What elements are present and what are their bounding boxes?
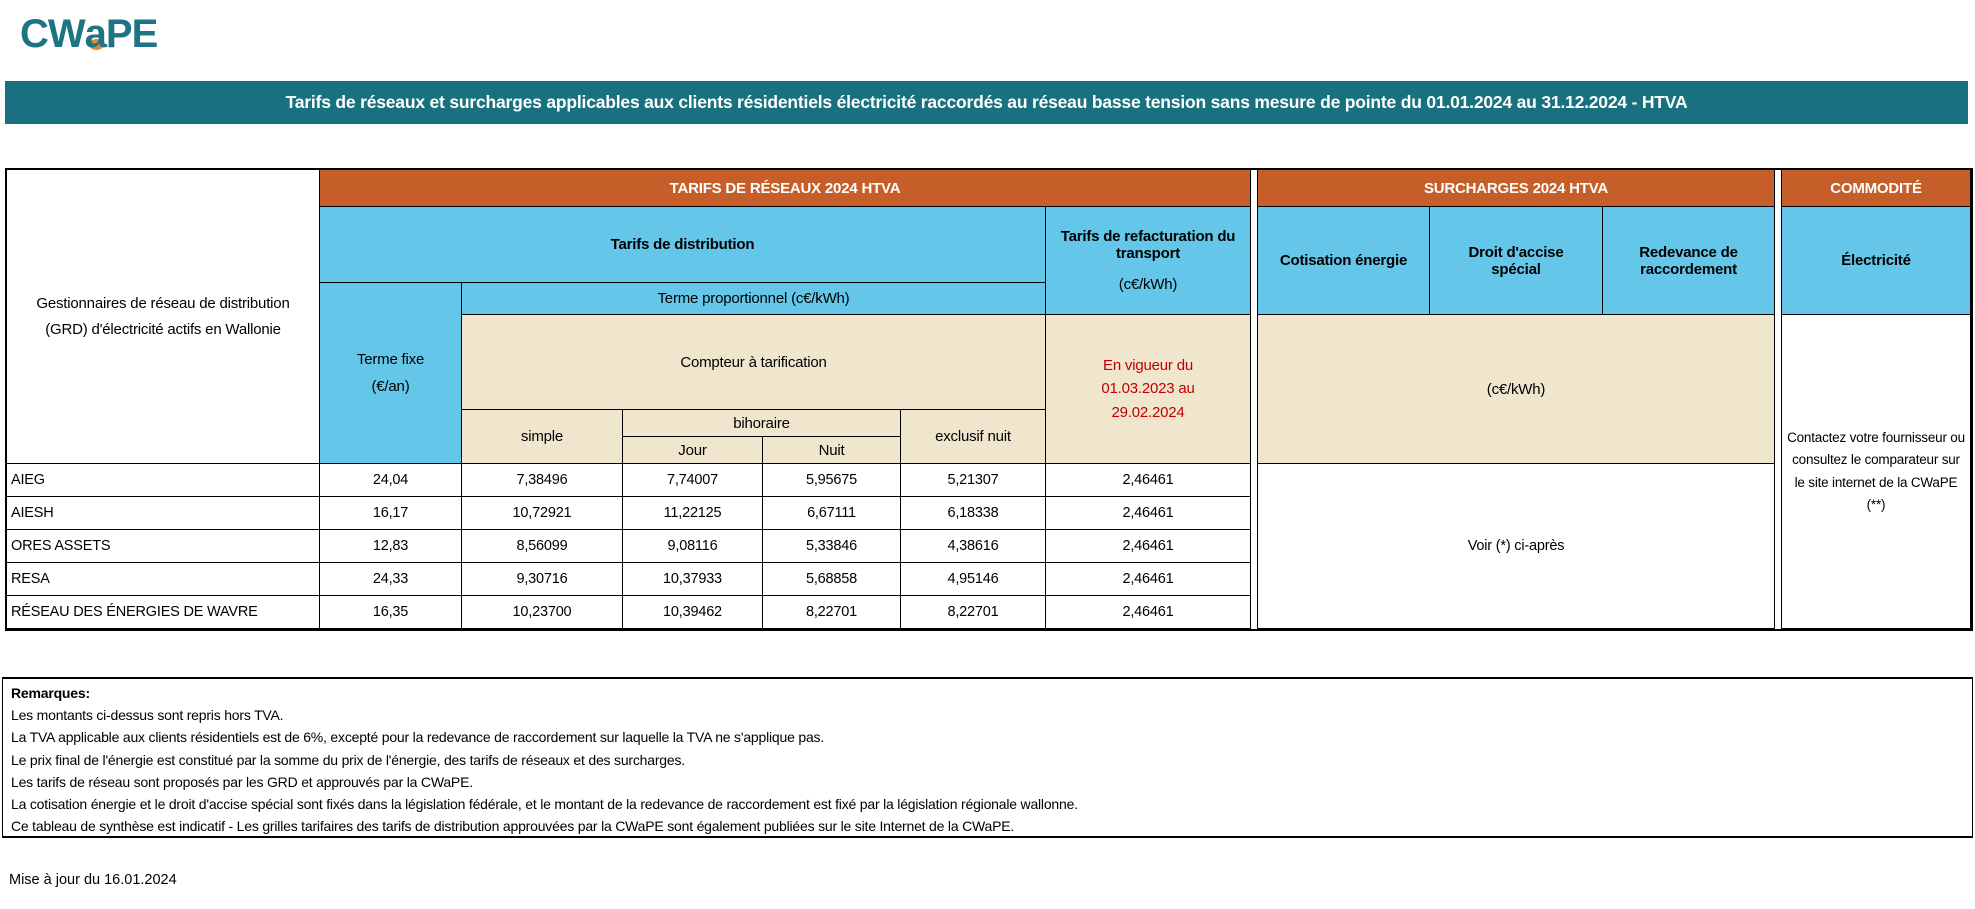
header-tarifs-distribution: Tarifs de distribution: [320, 207, 1046, 283]
table-cell-nuit: 5,95675: [763, 464, 901, 497]
surcharges-voir-note: Voir (*) ci-après: [1257, 464, 1775, 629]
table-row-grd-name: AIEG: [7, 464, 320, 497]
table-cell-transport: 2,46461: [1046, 464, 1251, 497]
header-simple: simple: [462, 410, 623, 464]
table-row-grd-name: ORES ASSETS: [7, 530, 320, 563]
header-transport-unit: (c€/kWh): [1118, 276, 1178, 293]
header-terme-fixe-unit: (€/an): [371, 378, 410, 395]
remarks-title: Remarques:: [11, 685, 90, 701]
table-cell-terme-fixe: 24,04: [320, 464, 462, 497]
transport-validity-note: En vigueur du 01.03.2023 au 29.02.2024: [1046, 315, 1251, 464]
header-transport: Tarifs de refacturation du transport (c€…: [1046, 207, 1251, 315]
remark-line: Les tarifs de réseau sont proposés par l…: [11, 773, 473, 790]
table-cell-transport: 2,46461: [1046, 596, 1251, 629]
transport-validity-text: En vigueur du 01.03.2023 au 29.02.2024: [1101, 357, 1195, 421]
remark-line: La TVA applicable aux clients résidentie…: [11, 729, 825, 746]
last-updated-note: Mise à jour du 16.01.2024: [9, 872, 177, 888]
section-header-reseaux: TARIFS DE RÉSEAUX 2024 HTVA: [320, 170, 1251, 207]
remarks-box: Remarques: Les montants ci-dessus sont r…: [2, 677, 1973, 838]
table-cell-jour: 11,22125: [623, 497, 763, 530]
logo-orange-dot-icon: [88, 39, 104, 50]
page-title: Tarifs de réseaux et surcharges applicab…: [285, 92, 1688, 112]
logo-letter-a: a: [84, 12, 107, 56]
table-cell-jour: 7,74007: [623, 464, 763, 497]
logo-text-cw: CW: [20, 12, 86, 56]
table-cell-terme-fixe: 12,83: [320, 530, 462, 563]
remark-line: Les montants ci-dessus sont repris hors …: [11, 707, 284, 724]
table-row-grd-name: RESA: [7, 563, 320, 596]
header-transport-title: Tarifs de refacturation du transport: [1060, 228, 1236, 262]
table-cell-terme-fixe: 16,35: [320, 596, 462, 629]
commodite-note-text: Contactez votre fournisseur ou consultez…: [1787, 429, 1965, 512]
table-cell-exclusif-nuit: 6,18338: [901, 497, 1046, 530]
tariff-table: Gestionnaires de réseau de distribution …: [5, 168, 1973, 631]
table-row-grd-name: RÉSEAU DES ÉNERGIES DE WAVRE: [7, 596, 320, 629]
grd-column-header: Gestionnaires de réseau de distribution …: [7, 170, 320, 464]
header-bihoraire: bihoraire: [623, 410, 901, 437]
table-cell-exclusif-nuit: 4,95146: [901, 563, 1046, 596]
table-cell-jour: 9,08116: [623, 530, 763, 563]
cwape-logo: CW aPE: [20, 12, 158, 56]
header-redevance-raccordement: Redevance de raccordement: [1603, 207, 1775, 315]
header-compteur-tarification: Compteur à tarification: [462, 315, 1046, 410]
surcharges-unit: (c€/kWh): [1257, 315, 1775, 464]
remark-line: La cotisation énergie et le droit d'acci…: [11, 796, 1078, 813]
header-jour: Jour: [623, 437, 763, 464]
remark-line: Le prix final de l'énergie est constitué…: [11, 751, 685, 768]
header-cotisation-energie: Cotisation énergie: [1257, 207, 1430, 315]
commodite-note: Contactez votre fournisseur ou consultez…: [1781, 315, 1971, 629]
table-cell-exclusif-nuit: 4,38616: [901, 530, 1046, 563]
table-cell-transport: 2,46461: [1046, 530, 1251, 563]
table-cell-simple: 10,23700: [462, 596, 623, 629]
table-cell-nuit: 5,68858: [763, 563, 901, 596]
table-cell-simple: 9,30716: [462, 563, 623, 596]
table-cell-exclusif-nuit: 5,21307: [901, 464, 1046, 497]
table-cell-nuit: 6,67111: [763, 497, 901, 530]
header-terme-fixe: Terme fixe (€/an): [320, 283, 462, 464]
table-cell-terme-fixe: 16,17: [320, 497, 462, 530]
header-nuit: Nuit: [763, 437, 901, 464]
table-cell-exclusif-nuit: 8,22701: [901, 596, 1046, 629]
table-cell-terme-fixe: 24,33: [320, 563, 462, 596]
table-cell-transport: 2,46461: [1046, 497, 1251, 530]
table-cell-simple: 10,72921: [462, 497, 623, 530]
header-terme-fixe-label: Terme fixe: [356, 351, 425, 368]
header-exclusif-nuit: exclusif nuit: [901, 410, 1046, 464]
table-cell-nuit: 8,22701: [763, 596, 901, 629]
table-cell-transport: 2,46461: [1046, 563, 1251, 596]
table-row-grd-name: AIESH: [7, 497, 320, 530]
section-header-commodite: COMMODITÉ: [1781, 170, 1971, 207]
table-cell-jour: 10,37933: [623, 563, 763, 596]
header-terme-proportionnel: Terme proportionnel (c€/kWh): [462, 283, 1046, 315]
section-header-surcharges: SURCHARGES 2024 HTVA: [1257, 170, 1775, 207]
title-banner: Tarifs de réseaux et surcharges applicab…: [5, 81, 1968, 124]
table-cell-simple: 7,38496: [462, 464, 623, 497]
logo-text-pe: PE: [105, 12, 158, 56]
header-electricite: Électricité: [1781, 207, 1971, 315]
table-cell-jour: 10,39462: [623, 596, 763, 629]
table-cell-nuit: 5,33846: [763, 530, 901, 563]
remark-line: Ce tableau de synthèse est indicatif - L…: [11, 818, 1015, 835]
header-droit-accise: Droit d'accise spécial: [1430, 207, 1603, 315]
table-cell-simple: 8,56099: [462, 530, 623, 563]
